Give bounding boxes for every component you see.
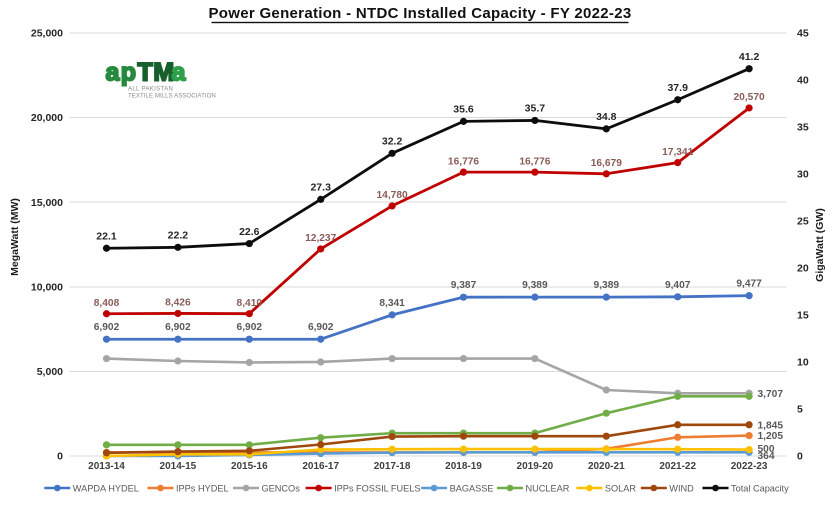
svg-text:14,780: 14,780 <box>377 190 408 201</box>
svg-text:IPPs HYDEL: IPPs HYDEL <box>176 483 229 493</box>
svg-text:MegaWatt (MW): MegaWatt (MW) <box>9 198 21 276</box>
svg-text:12,237: 12,237 <box>305 233 336 244</box>
svg-text:Total Capacity: Total Capacity <box>731 483 789 493</box>
svg-text:2018-19: 2018-19 <box>445 461 482 472</box>
svg-text:22.6: 22.6 <box>239 226 260 238</box>
svg-text:41.2: 41.2 <box>739 51 760 63</box>
svg-text:TEXTILE MILLS ASSOCIATION: TEXTILE MILLS ASSOCIATION <box>128 93 216 100</box>
svg-text:20,570: 20,570 <box>734 92 765 103</box>
svg-text:2020-21: 2020-21 <box>588 461 625 472</box>
svg-text:35: 35 <box>797 122 809 134</box>
svg-text:17,341: 17,341 <box>662 147 693 158</box>
svg-text:15: 15 <box>797 310 809 322</box>
svg-text:500: 500 <box>758 444 775 455</box>
svg-text:9,387: 9,387 <box>451 280 477 291</box>
svg-text:2022-23: 2022-23 <box>731 461 768 472</box>
svg-text:25,000: 25,000 <box>31 28 63 40</box>
svg-text:2014-15: 2014-15 <box>160 461 197 472</box>
svg-text:9,389: 9,389 <box>594 280 620 291</box>
svg-text:8,341: 8,341 <box>379 298 405 309</box>
svg-text:35.6: 35.6 <box>453 104 474 116</box>
svg-text:25: 25 <box>797 216 809 228</box>
svg-text:TM: TM <box>138 59 175 87</box>
svg-text:ap: ap <box>106 59 138 87</box>
svg-text:2016-17: 2016-17 <box>302 461 339 472</box>
svg-text:2017-18: 2017-18 <box>374 461 411 472</box>
svg-text:10,000: 10,000 <box>31 281 63 293</box>
svg-text:9,389: 9,389 <box>522 280 548 291</box>
svg-text:16,776: 16,776 <box>519 156 550 167</box>
svg-text:45: 45 <box>797 28 809 40</box>
svg-text:32.2: 32.2 <box>382 136 403 148</box>
svg-text:20: 20 <box>797 263 809 275</box>
svg-text:22.2: 22.2 <box>168 230 189 242</box>
svg-text:8,410: 8,410 <box>237 298 263 309</box>
svg-text:WIND: WIND <box>669 483 694 493</box>
svg-text:40: 40 <box>797 75 809 87</box>
svg-text:a: a <box>172 59 187 87</box>
svg-text:2015-16: 2015-16 <box>231 461 268 472</box>
svg-text:2021-22: 2021-22 <box>659 461 696 472</box>
svg-text:30: 30 <box>797 169 809 181</box>
svg-text:ALL PAKISTAN: ALL PAKISTAN <box>128 86 173 93</box>
svg-text:5: 5 <box>797 404 803 416</box>
svg-text:6,902: 6,902 <box>308 322 334 333</box>
svg-text:364: 364 <box>758 451 775 462</box>
svg-text:8,408: 8,408 <box>94 298 120 309</box>
svg-text:16,679: 16,679 <box>591 158 622 169</box>
svg-text:16,776: 16,776 <box>448 156 479 167</box>
svg-text:9,477: 9,477 <box>736 279 762 290</box>
svg-text:35.7: 35.7 <box>525 103 546 115</box>
svg-text:WAPDA HYDEL: WAPDA HYDEL <box>73 483 139 493</box>
svg-text:GENCOs: GENCOs <box>262 483 301 493</box>
svg-text:6,902: 6,902 <box>165 322 191 333</box>
svg-text:27.3: 27.3 <box>310 182 331 194</box>
svg-text:15,000: 15,000 <box>31 197 63 209</box>
svg-text:2019-20: 2019-20 <box>517 461 554 472</box>
svg-text:BAGASSE: BAGASSE <box>450 483 494 493</box>
svg-text:6,902: 6,902 <box>237 322 263 333</box>
svg-text:1,205: 1,205 <box>758 431 784 442</box>
svg-text:5,000: 5,000 <box>37 366 63 378</box>
svg-text:22.1: 22.1 <box>96 231 117 243</box>
svg-text:8,426: 8,426 <box>165 298 191 309</box>
svg-text:37.9: 37.9 <box>667 82 688 94</box>
svg-text:2013-14: 2013-14 <box>88 461 125 472</box>
svg-text:6,902: 6,902 <box>94 322 120 333</box>
svg-text:20,000: 20,000 <box>31 112 63 124</box>
svg-text:SOLAR: SOLAR <box>605 483 637 493</box>
svg-text:NUCLEAR: NUCLEAR <box>526 483 570 493</box>
svg-text:10: 10 <box>797 357 809 369</box>
svg-text:9,407: 9,407 <box>665 280 691 291</box>
svg-text:IPPs FOSSIL FUELS: IPPs FOSSIL FUELS <box>334 483 420 493</box>
svg-text:GigaWatt (GW): GigaWatt (GW) <box>814 208 826 282</box>
svg-text:34.8: 34.8 <box>596 111 617 123</box>
svg-text:0: 0 <box>57 451 63 463</box>
svg-text:1,845: 1,845 <box>758 420 784 431</box>
svg-text:3,707: 3,707 <box>758 389 784 400</box>
svg-text:Power Generation - NTDC Instal: Power Generation - NTDC Installed Capaci… <box>208 5 631 22</box>
svg-text:0: 0 <box>797 451 803 463</box>
